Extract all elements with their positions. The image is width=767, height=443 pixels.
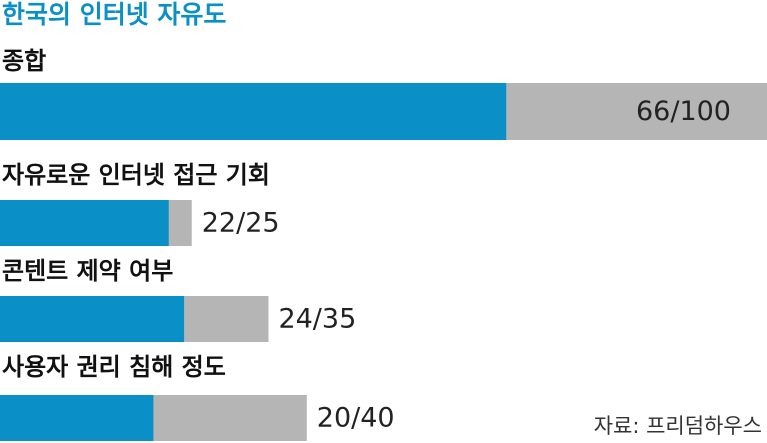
bar xyxy=(0,395,154,441)
bar xyxy=(0,83,507,140)
value-label: 22/25 xyxy=(202,208,280,239)
category-label: 콘텐트 제약 여부 xyxy=(2,257,173,285)
chart-title: 한국의 인터넷 자유도 xyxy=(2,0,226,29)
bar xyxy=(0,200,169,246)
value-label: 24/35 xyxy=(278,304,356,335)
value-label: 20/40 xyxy=(317,403,395,434)
bar xyxy=(0,296,185,342)
category-label: 자유로운 인터넷 접근 기회 xyxy=(2,161,270,189)
source: 자료: 프리덤하우스 xyxy=(594,414,762,438)
value-label: 66/100 xyxy=(636,96,731,127)
category-label: 사용자 권리 침해 정도 xyxy=(2,353,226,381)
category-label: 종합 xyxy=(2,47,46,75)
